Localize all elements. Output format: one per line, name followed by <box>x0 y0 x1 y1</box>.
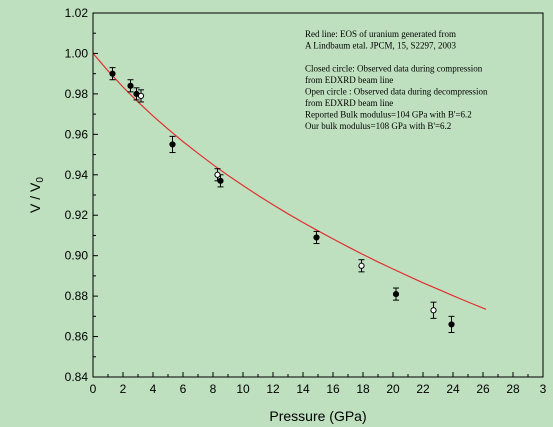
x-tick-label: 18 <box>356 382 370 396</box>
eos-fit-curve <box>92 53 487 310</box>
x-tick-label: 12 <box>266 382 280 396</box>
compression-data-point <box>127 82 134 89</box>
axis-ticks-layer: 0 2 4 6 8 10 12 14 16 18 20 22 24 26 28 30.840.860.880.… <box>65 6 547 396</box>
annotation-line: from EDXRD beam line <box>305 75 393 85</box>
compression-data-point <box>169 141 176 148</box>
x-tick-label: 4 <box>150 382 157 396</box>
y-tick-label: 0.98 <box>65 87 89 101</box>
x-axis-label: Pressure (GPa) <box>269 408 366 424</box>
y-axis-label-main: V / V <box>27 182 43 213</box>
x-tick-label: 20 <box>386 382 400 396</box>
decompression-data-point <box>430 307 437 314</box>
decompression-data-point <box>137 92 145 100</box>
y-tick-label: 0.92 <box>65 208 89 222</box>
annotation-line: Our bulk modulus=108 GPa with B'=6.2 <box>305 121 451 131</box>
x-tick-label: 28 <box>506 382 520 396</box>
x-tick-label: 3 <box>540 382 547 396</box>
decompression-data-point <box>358 262 365 269</box>
x-tick-label: 14 <box>296 382 310 396</box>
x-tick-label: 22 <box>416 382 430 396</box>
fit-curve-layer <box>92 53 487 310</box>
y-tick-label: 0.86 <box>65 330 89 344</box>
compression-data-point <box>448 321 455 328</box>
data-points-layer <box>109 67 455 334</box>
y-tick-label: 0.84 <box>65 370 89 384</box>
x-tick-label: 26 <box>476 382 490 396</box>
y-tick-label: 0.96 <box>65 127 89 141</box>
x-tick-label: 6 <box>180 382 187 396</box>
x-tick-label: 24 <box>446 382 460 396</box>
x-tick-label: 0 <box>90 382 97 396</box>
compression-data-point <box>109 70 116 77</box>
annotation-line: from EDXRD beam line <box>305 98 393 108</box>
compression-data-point <box>313 234 320 241</box>
annotation-line: Open circle : Observed data during decom… <box>305 87 488 97</box>
compression-data-point <box>392 290 400 298</box>
x-tick-label: 8 <box>210 382 217 396</box>
annotation-line: Red line: EOS of uranium generated from <box>305 29 456 39</box>
y-tick-label: 1.00 <box>65 46 89 60</box>
decompression-data-point <box>214 171 221 178</box>
y-tick-label: 0.94 <box>65 168 89 182</box>
y-tick-label: 0.88 <box>65 289 89 303</box>
y-axis-label: V / V0 <box>27 177 46 213</box>
annotation-box: Red line: EOS of uranium generated from A… <box>305 29 488 131</box>
y-tick-label: 1.02 <box>65 6 89 20</box>
annotation-line: Closed circle: Observed data during comp… <box>305 64 483 74</box>
x-tick-label: 16 <box>326 382 340 396</box>
y-tick-label: 0.90 <box>65 249 89 263</box>
annotation-line: Reported Bulk modulus=104 GPa with B'=6.… <box>305 110 472 120</box>
y-axis-label-subscript: 0 <box>35 177 46 183</box>
x-tick-label: 10 <box>236 382 250 396</box>
x-tick-label: 2 <box>120 382 127 396</box>
annotation-line: A Lindbaum etal. JPCM, 15, S2297, 2003 <box>305 41 457 51</box>
